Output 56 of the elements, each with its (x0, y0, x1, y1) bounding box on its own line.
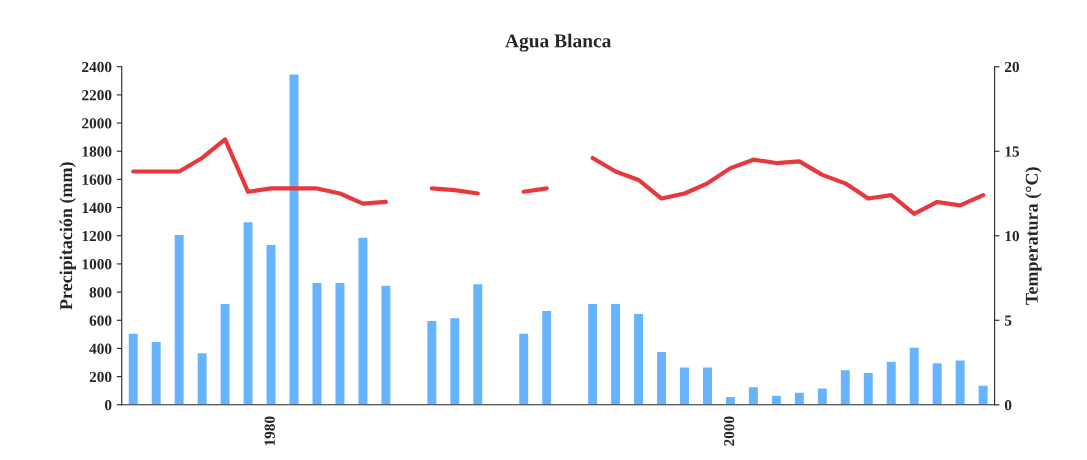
bar (586, 302, 599, 405)
bar (839, 368, 852, 405)
bar (678, 366, 691, 405)
bar (862, 371, 875, 405)
y2-tick-label: 10 (1005, 230, 1020, 242)
y-tick-label: 2400 (82, 61, 112, 73)
bar (816, 387, 829, 405)
y-tick-label: 1400 (82, 202, 112, 214)
y-tick-label: 2200 (82, 90, 112, 101)
bar (701, 366, 714, 405)
bar (288, 73, 300, 405)
y-tick-label: 1600 (82, 174, 112, 185)
bar (127, 332, 140, 405)
y2-tick-label: 15 (1005, 146, 1020, 157)
y2-axis-title: Temperatura (°C) (1025, 167, 1042, 305)
bar (471, 282, 484, 405)
x-tick-label: 1980 (264, 416, 275, 446)
bar (150, 340, 163, 405)
bar (747, 385, 760, 405)
bar (448, 316, 461, 405)
bar (196, 351, 209, 405)
bar (219, 302, 231, 405)
y-tick-label: 200 (89, 371, 112, 383)
bar (311, 281, 323, 405)
bar (793, 391, 806, 405)
bar (954, 359, 967, 405)
bar (173, 233, 186, 405)
chart-title: Agua Blanca (505, 33, 612, 52)
y-tick-label: 400 (89, 343, 112, 354)
y-tick-label: 1000 (82, 259, 112, 270)
bar (425, 319, 438, 405)
bar (977, 384, 989, 405)
bar (908, 346, 921, 405)
y-axis-title: Precipitación (mm) (59, 162, 76, 310)
y-tick-label: 0 (104, 399, 112, 411)
bar (265, 243, 277, 405)
bar (770, 394, 783, 405)
y-tick-label: 1800 (82, 146, 112, 157)
bar (632, 312, 645, 405)
y2-tick-label: 0 (1004, 399, 1012, 411)
y-tick-label: 1200 (82, 230, 112, 242)
y-tick-label: 800 (89, 287, 112, 298)
bar (357, 236, 369, 405)
bar (334, 281, 346, 405)
bar (655, 350, 668, 405)
y-tick-label: 2000 (82, 118, 112, 129)
y2-tick-label: 5 (1004, 315, 1012, 326)
bar (885, 360, 898, 405)
bar (242, 220, 254, 405)
bar (517, 332, 530, 405)
bar (609, 302, 622, 405)
y-tick-label: 600 (89, 315, 112, 326)
bar (380, 284, 392, 405)
bar (540, 309, 553, 405)
bar (931, 361, 944, 405)
y2-tick-label: 20 (1004, 61, 1020, 73)
